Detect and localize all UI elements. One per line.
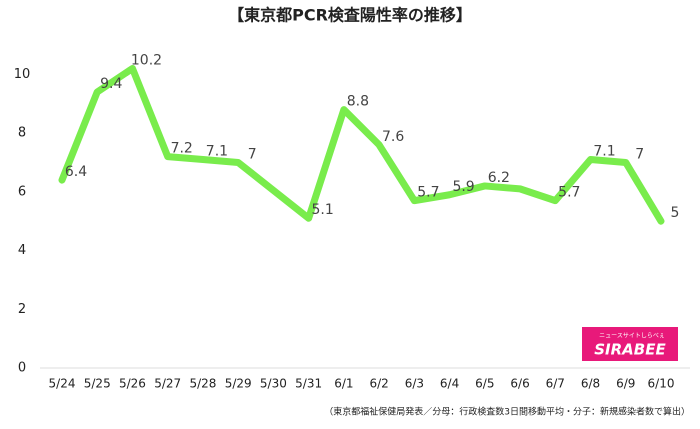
data-label: 10.2 <box>131 52 162 68</box>
data-label: 9.4 <box>100 76 122 92</box>
data-label: 5.1 <box>312 202 334 218</box>
x-tick-label: 5/27 <box>154 377 181 391</box>
x-tick-label: 6/6 <box>510 377 529 391</box>
x-tick-label: 5/31 <box>295 377 322 391</box>
logo-text: SIRABEE <box>594 341 666 359</box>
chart-title: 【東京都PCR検査陽性率の推移】 <box>228 6 472 25</box>
data-label: 7 <box>635 146 644 162</box>
y-tick-label: 8 <box>18 126 26 141</box>
x-tick-label: 6/3 <box>405 377 424 391</box>
data-label: 5.7 <box>558 185 580 201</box>
y-tick-label: 2 <box>18 302 26 317</box>
y-tick-label: 10 <box>14 67 31 82</box>
data-label: 8.8 <box>347 94 369 110</box>
x-tick-label: 5/29 <box>225 377 252 391</box>
data-label: 7.1 <box>206 144 228 160</box>
x-tick-label: 6/9 <box>616 377 635 391</box>
data-label: 7 <box>248 146 257 162</box>
data-line <box>58 64 665 225</box>
x-tick-label: 5/25 <box>84 377 111 391</box>
y-tick-label: 0 <box>18 361 26 376</box>
x-tick-label: 5/30 <box>260 377 287 391</box>
data-label: 7.1 <box>593 144 615 160</box>
source-note: （東京都福祉保健局発表／分母：行政検査数3日間移動平均・分子：新規感染者数で算出… <box>324 406 690 418</box>
data-label: 5.7 <box>417 185 439 201</box>
x-tick-label: 6/8 <box>581 377 600 391</box>
x-tick-label: 6/4 <box>440 377 459 391</box>
x-tick-label: 6/2 <box>369 377 388 391</box>
data-label: 5 <box>671 205 680 221</box>
logo: ニュースサイトしらべぇ SIRABEE <box>582 327 678 361</box>
logo-subtext: ニュースサイトしらべぇ <box>599 333 665 340</box>
x-tick-label: 5/24 <box>49 377 76 391</box>
data-label: 7.2 <box>171 141 193 157</box>
x-tick-label: 6/7 <box>546 377 565 391</box>
data-label: 6.2 <box>488 170 510 186</box>
x-tick-label: 5/26 <box>119 377 146 391</box>
data-label: 5.9 <box>452 179 474 195</box>
y-tick-label: 4 <box>18 243 26 258</box>
x-tick-label: 6/10 <box>648 377 675 391</box>
y-tick-label: 6 <box>18 184 26 199</box>
logo-box <box>582 327 678 361</box>
x-tick-label: 6/5 <box>475 377 494 391</box>
data-label: 7.6 <box>382 129 404 145</box>
data-label: 6.4 <box>65 164 87 180</box>
x-tick-label: 5/28 <box>189 377 216 391</box>
x-tick-label: 6/1 <box>334 377 353 391</box>
